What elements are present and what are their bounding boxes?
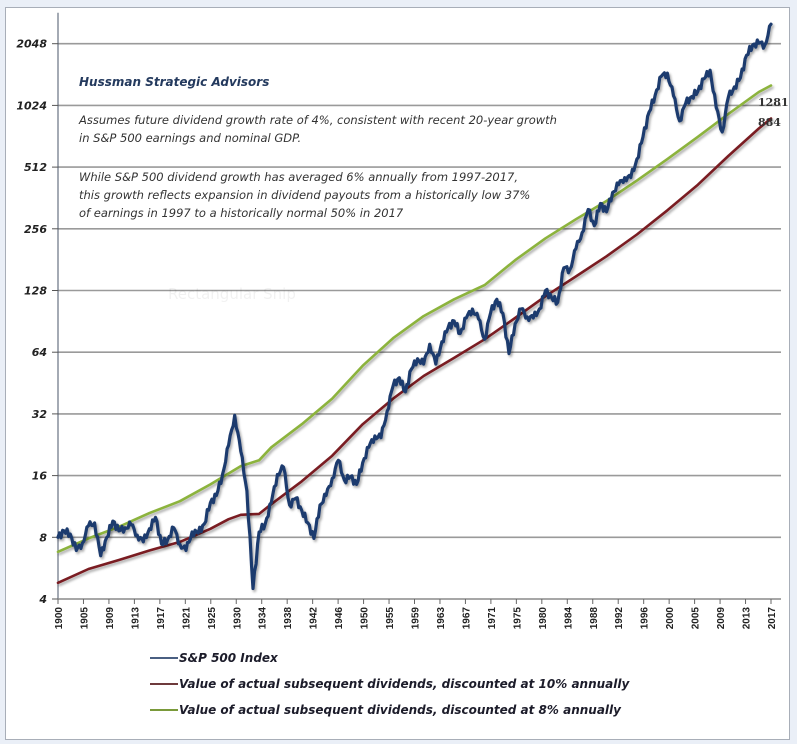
x-tick-label: 1909 (105, 607, 116, 630)
x-tick-label: 2009 (716, 607, 727, 630)
y-tick-label: 1024 (16, 99, 47, 112)
x-tick-label: 2017 (767, 607, 778, 630)
annotation-line: this growth reflects expansion in divide… (79, 188, 530, 202)
x-tick-label: 1975 (512, 607, 523, 630)
annotation-line: Assumes future dividend growth rate of 4… (78, 113, 557, 127)
x-tick-label: 1967 (461, 607, 472, 630)
y-tick-label: 128 (24, 285, 47, 298)
x-tick-label: 1934 (258, 607, 269, 630)
x-tick-label: 1955 (385, 607, 396, 630)
series-lines (56, 22, 773, 591)
annotation-source: Hussman Strategic Advisors (79, 75, 269, 89)
y-tick-label: 512 (24, 161, 47, 174)
x-tick-label: 1938 (283, 607, 294, 630)
x-tick-label: 1950 (360, 607, 371, 630)
x-tick-label: 1913 (130, 607, 141, 630)
x-tick-label: 2005 (691, 607, 702, 630)
y-tick-label: 8 (39, 531, 47, 544)
x-tick-label: 1988 (589, 607, 600, 630)
legend-item: S&P 500 Index (150, 651, 279, 665)
watermark-text: Rectangular Snip (168, 285, 296, 303)
x-tick-label: 1971 (487, 607, 498, 630)
gridlines (58, 42, 781, 539)
end-label-8pct: 1281 (758, 96, 789, 109)
x-tick-label: 1946 (334, 607, 345, 630)
x-tick-label: 1963 (436, 607, 447, 630)
legend-item: Value of actual subsequent dividends, di… (150, 677, 631, 691)
x-tick-label: 2013 (742, 607, 753, 630)
x-tick-label: 1900 (54, 607, 65, 630)
y-tick-label: 256 (24, 223, 47, 236)
y-tick-label: 2048 (16, 38, 47, 51)
x-axis-ticks: 1900 1905 1909 1913 1917 1921 1925 1930 1934 1938… (54, 599, 778, 629)
x-tick-label: 1942 (309, 607, 320, 630)
x-tick-label: 1921 (181, 607, 192, 630)
end-label-10pct: 884 (758, 116, 781, 129)
annotation-line: While S&P 500 dividend growth has averag… (79, 170, 518, 184)
sp500-line (56, 22, 773, 591)
x-tick-label: 1905 (79, 607, 90, 630)
legend-label: Value of actual subsequent dividends, di… (179, 703, 622, 717)
legend-label: Value of actual subsequent dividends, di… (179, 677, 631, 691)
x-tick-label: 1980 (538, 607, 549, 630)
legend: S&P 500 Index Value of actual subsequent … (150, 651, 631, 717)
x-tick-label: 1996 (640, 607, 651, 630)
y-axis-ticks: 4 8 16 32 64 128 256 512 1024 2048 (16, 38, 58, 606)
y-tick-label: 64 (32, 346, 47, 359)
x-tick-label: 1992 (614, 607, 625, 630)
x-tick-label: 1917 (156, 607, 167, 630)
annotation-line: of earnings in 1997 to a historically no… (79, 206, 404, 220)
x-tick-label: 1925 (207, 607, 218, 630)
dividends-8pct-line (56, 84, 773, 554)
axes (57, 12, 781, 603)
chart-panel: 4 8 16 32 64 128 256 512 1024 2048 1900 1905 1909 19… (5, 7, 790, 740)
y-tick-label: 4 (38, 593, 47, 606)
annotation-line: in S&P 500 earnings and nominal GDP. (79, 131, 301, 145)
x-tick-label: 1930 (232, 607, 243, 630)
x-tick-label: 2000 (665, 607, 676, 630)
annotation-block: Hussman Strategic Advisors Assumes futur… (78, 75, 557, 220)
y-tick-label: 32 (32, 408, 48, 421)
legend-item: Value of actual subsequent dividends, di… (150, 703, 622, 717)
x-tick-label: 1959 (411, 607, 422, 630)
legend-label: S&P 500 Index (179, 651, 279, 665)
x-tick-label: 1984 (563, 607, 574, 630)
y-tick-label: 16 (32, 470, 48, 483)
